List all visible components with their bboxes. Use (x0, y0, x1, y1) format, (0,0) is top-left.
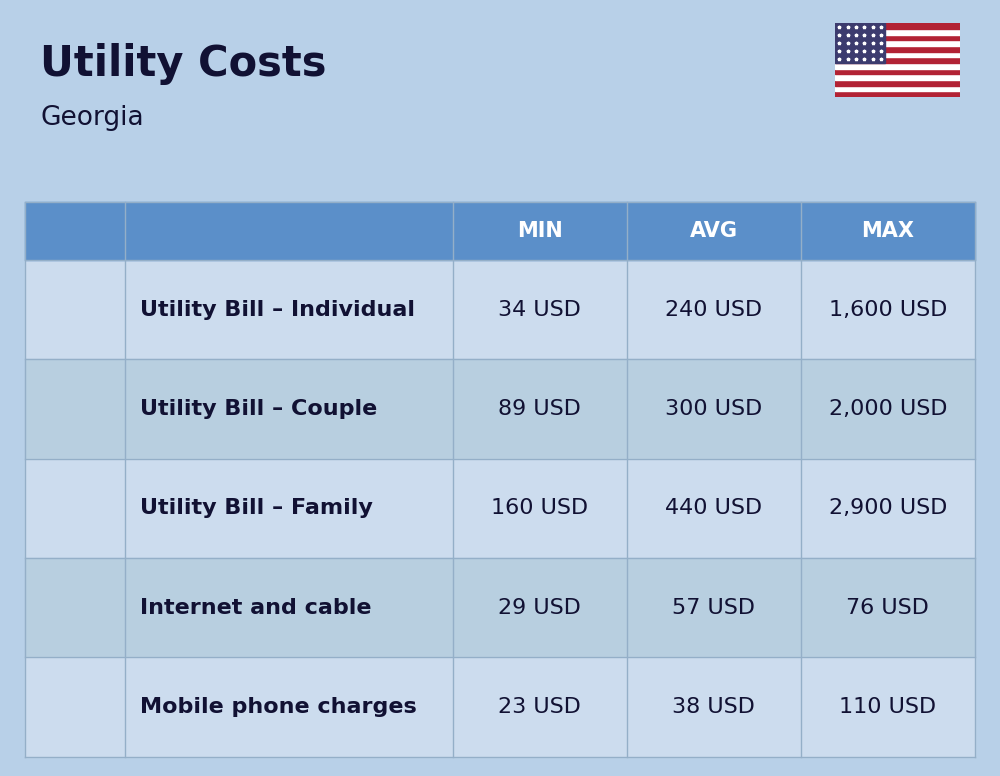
Bar (64, 282, 86, 307)
Text: Utility Bill – Individual: Utility Bill – Individual (140, 300, 415, 320)
Circle shape (70, 477, 80, 486)
Text: Mobile phone charges: Mobile phone charges (140, 697, 416, 717)
Bar (42, 412, 68, 436)
Text: 2,000 USD: 2,000 USD (829, 399, 947, 419)
Bar (76, 727, 84, 733)
Bar (76, 712, 84, 718)
Circle shape (67, 476, 83, 490)
Bar (86, 719, 94, 726)
Bar (64, 481, 86, 505)
Bar (46, 606, 103, 624)
Bar (42, 511, 68, 535)
Text: 38 USD: 38 USD (672, 697, 755, 717)
Text: Utility Costs: Utility Costs (40, 43, 326, 85)
Bar (56, 584, 59, 605)
Text: 23 USD: 23 USD (498, 697, 581, 717)
Text: 2,900 USD: 2,900 USD (829, 498, 947, 518)
Circle shape (81, 317, 98, 332)
Text: 57 USD: 57 USD (672, 598, 755, 618)
Bar (79, 412, 104, 436)
Bar (66, 727, 74, 733)
Text: Utility Bill – Family: Utility Bill – Family (140, 498, 373, 518)
Bar (835, 23, 960, 29)
Text: Utility Bill – Couple: Utility Bill – Couple (140, 399, 377, 419)
Text: MAX: MAX (861, 221, 914, 241)
Circle shape (48, 417, 65, 431)
Text: 110 USD: 110 USD (839, 697, 936, 717)
Bar (45, 605, 105, 625)
Circle shape (70, 279, 80, 287)
Text: 300 USD: 300 USD (665, 399, 762, 419)
Bar (56, 719, 64, 726)
Bar (835, 63, 960, 68)
Circle shape (67, 278, 83, 291)
FancyBboxPatch shape (48, 668, 101, 746)
Bar (835, 35, 960, 40)
Bar (91, 584, 94, 605)
Circle shape (67, 377, 83, 390)
Circle shape (48, 317, 65, 332)
Bar (835, 29, 960, 35)
Bar (835, 40, 960, 46)
Text: Internet and cable: Internet and cable (140, 598, 371, 618)
Bar (86, 727, 94, 733)
Bar (66, 712, 74, 718)
Text: 160 USD: 160 USD (491, 498, 588, 518)
Circle shape (81, 417, 98, 431)
Text: 1,600 USD: 1,600 USD (829, 300, 947, 320)
Bar (66, 719, 74, 726)
Bar (54, 681, 96, 684)
Bar (54, 681, 96, 736)
Bar (56, 712, 64, 718)
Text: 29 USD: 29 USD (498, 598, 581, 618)
Bar (56, 727, 64, 733)
Bar (835, 52, 960, 57)
Text: AVG: AVG (690, 221, 738, 241)
Circle shape (66, 279, 84, 293)
Circle shape (81, 516, 98, 531)
Bar (835, 92, 960, 97)
Text: 76 USD: 76 USD (846, 598, 929, 618)
Bar (76, 719, 84, 726)
Circle shape (72, 738, 78, 742)
Bar (835, 46, 960, 52)
Bar (42, 313, 68, 337)
Bar (835, 80, 960, 85)
Text: 34 USD: 34 USD (498, 300, 581, 320)
Circle shape (53, 612, 59, 617)
Bar (64, 382, 86, 406)
Circle shape (72, 591, 78, 595)
Bar (835, 68, 960, 74)
Bar (52, 625, 97, 629)
Text: 89 USD: 89 USD (498, 399, 581, 419)
Circle shape (70, 378, 80, 386)
Bar (79, 511, 104, 535)
Text: Georgia: Georgia (40, 105, 144, 131)
Bar (835, 57, 960, 63)
Text: 240 USD: 240 USD (665, 300, 762, 320)
Circle shape (66, 378, 84, 392)
Bar (835, 74, 960, 80)
Circle shape (48, 516, 65, 531)
Text: 440 USD: 440 USD (665, 498, 762, 518)
Text: MIN: MIN (517, 221, 562, 241)
Bar (86, 712, 94, 718)
Bar (835, 23, 885, 63)
Bar (835, 85, 960, 92)
Bar (79, 313, 104, 337)
Circle shape (66, 477, 84, 491)
